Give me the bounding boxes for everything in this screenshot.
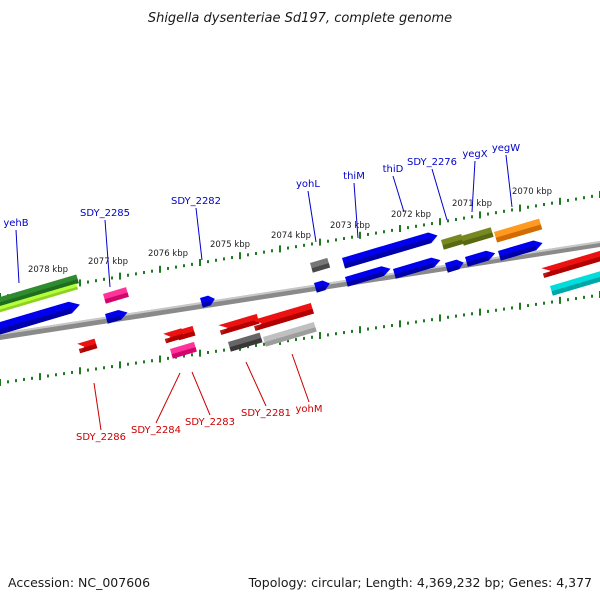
gene-block-red — [77, 338, 98, 354]
gene-block-blue — [345, 266, 391, 287]
reverse-gene-label: SDY_2286 — [76, 432, 126, 443]
gene-block-blue — [445, 259, 464, 273]
forward-gene-label: SDY_2285 — [80, 208, 130, 219]
gene-leader-line — [392, 175, 405, 213]
gene-block-cyan — [550, 268, 600, 296]
gene-leader-line — [15, 229, 20, 284]
forward-gene-label: yegW — [492, 143, 520, 154]
gene-block-yehB-green — [0, 274, 79, 309]
gene-leader-line — [505, 154, 513, 208]
reverse-gene-label: SDY_2284 — [131, 425, 181, 436]
gene-block-pink — [170, 341, 197, 359]
gene-leader-line — [104, 219, 111, 288]
scale-tick-label: 2074 kbp — [271, 231, 311, 241]
gene-block-red — [541, 248, 600, 278]
forward-gene-label: thiD — [383, 164, 404, 175]
gene-block-red — [252, 302, 314, 331]
scale-tick-label: 2070 kbp — [512, 187, 552, 197]
gene-block-blue — [465, 250, 496, 267]
gene-block-blue — [200, 295, 215, 308]
gene-leader-line — [431, 168, 448, 221]
gene-block-gray — [310, 257, 331, 273]
gene-block-olive — [441, 234, 464, 250]
reverse-gene-label: SDY_2281 — [241, 408, 291, 419]
gene-leader-line — [471, 160, 476, 213]
gene-leader-line — [291, 353, 310, 403]
inner-scale-ticks — [0, 291, 600, 386]
gene-leader-line — [155, 372, 181, 424]
gene-block-pink — [103, 287, 129, 304]
forward-gene-label: thiM — [343, 171, 365, 182]
forward-gene-label: SDY_2276 — [407, 157, 457, 168]
forward-gene-label: yegX — [462, 149, 487, 160]
gene-block-blue — [342, 232, 438, 269]
gene-block-orange — [494, 218, 543, 243]
reverse-gene-label: SDY_2283 — [185, 417, 235, 428]
gene-block-yehB-lime — [0, 283, 78, 315]
forward-gene-label: yohL — [296, 179, 320, 190]
gene-block-blue — [105, 310, 128, 324]
gene-leader-line — [245, 361, 267, 407]
gene-leader-line — [353, 182, 359, 239]
scale-tick-label: 2076 kbp — [148, 249, 188, 259]
forward-gene-label: yehB — [3, 218, 28, 229]
gene-leader-line — [307, 190, 317, 243]
gene-leader-line — [191, 371, 211, 416]
map-title: Shigella dysenteriae Sd197, complete gen… — [148, 11, 452, 26]
gene-labels: yehB SDY_2285 SDY_2282 yohL thiM thiDSDY_2276… — [3, 143, 520, 443]
scale-tick-label: 2075 kbp — [210, 240, 250, 250]
scale-tick-label: 2072 kbp — [391, 210, 431, 220]
scale-tick-label: 2073 kbp — [330, 221, 370, 231]
accession-text: Accession: NC_007606 — [8, 575, 150, 590]
gene-block-blue — [498, 240, 543, 261]
gene-block-gray — [228, 332, 263, 352]
track-layer — [0, 191, 600, 386]
gene-block-blue — [314, 280, 330, 293]
gene-leader-line — [93, 382, 102, 431]
gene-block-olive — [461, 227, 494, 246]
gene-block-red — [218, 313, 260, 335]
scale-tick-label: 2078 kbp — [28, 265, 68, 275]
gene-block-blue — [0, 301, 80, 337]
gene-block-lightgray — [263, 321, 317, 347]
reverse-gene-label: yohM — [295, 404, 322, 415]
gene-block-red — [176, 325, 196, 341]
genome-summary-text: Topology: circular; Length: 4,369,232 bp… — [248, 575, 592, 590]
forward-gene-label: SDY_2282 — [171, 196, 221, 207]
gene-block-blue — [393, 257, 441, 279]
gene-leader-line — [195, 207, 203, 261]
